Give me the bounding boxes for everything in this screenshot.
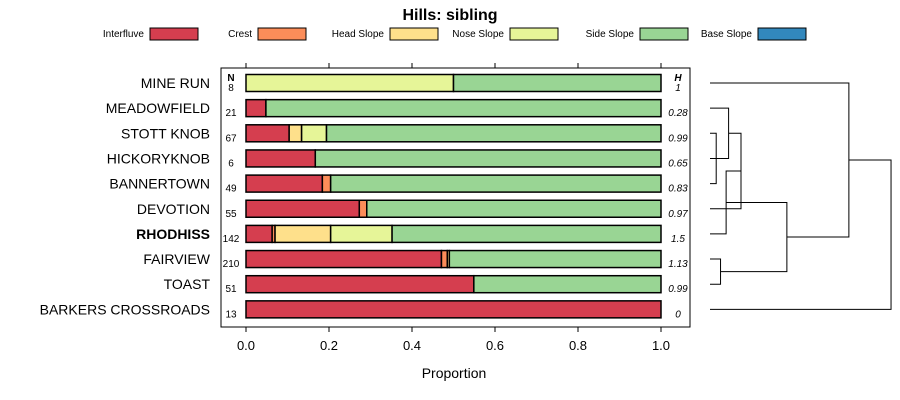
bar-0-side-slope	[452, 73, 662, 93]
category-label-3: HICKORYKNOB	[107, 150, 210, 166]
legend-label-2: Head Slope	[332, 29, 385, 40]
bar-5-side-slope	[366, 199, 662, 218]
category-label-5: DEVOTION	[137, 201, 210, 217]
bar-8-side-slope	[473, 274, 662, 294]
legend-swatch-0	[149, 27, 199, 41]
dendrogram-link-8	[710, 159, 892, 310]
n-value-7: 210	[223, 259, 240, 270]
h-header: H	[674, 73, 682, 84]
legend-swatch-3	[509, 27, 559, 41]
bar-2-interfluve	[245, 124, 290, 143]
h-value-8: 0.99	[668, 284, 688, 295]
bar-2-nose-slope	[300, 124, 328, 143]
legend-swatch-5	[757, 27, 807, 41]
x-tick-label-4: 0.8	[569, 338, 587, 353]
bar-5-interfluve	[245, 199, 361, 218]
h-value-0: 1	[675, 83, 681, 94]
category-label-9: BARKERS CROSSROADS	[40, 301, 210, 317]
plot-frame	[220, 67, 691, 328]
h-value-2: 0.99	[668, 133, 688, 144]
x-tick-label-2: 0.4	[403, 338, 421, 353]
legend-label-5: Base Slope	[701, 29, 753, 40]
bar-4-interfluve	[245, 174, 324, 193]
h-value-3: 0.65	[668, 158, 688, 169]
bar-1-side-slope	[265, 98, 662, 118]
bar-4-crest	[321, 174, 332, 193]
bar-3-interfluve	[245, 149, 317, 168]
legend-swatch-2	[389, 27, 439, 41]
h-value-4: 0.83	[668, 184, 688, 195]
legend: Interfluve Crest Head Slope Nose Slope Side …	[103, 27, 807, 41]
bar-1-interfluve	[245, 98, 267, 118]
n-value-1: 21	[225, 108, 237, 119]
bar-2-head-slope	[288, 124, 303, 143]
category-label-6: RHODHISS	[136, 226, 210, 242]
x-tick-label-0: 0.0	[237, 338, 255, 353]
legend-label-0: Interfluve	[103, 29, 145, 40]
bar-8-interfluve	[245, 274, 475, 294]
n-value-2: 67	[225, 133, 237, 144]
bar-2-side-slope	[325, 124, 662, 143]
category-label-7: FAIRVIEW	[143, 251, 210, 267]
legend-label-4: Side Slope	[586, 29, 635, 40]
h-value-9: 0	[675, 309, 681, 320]
h-value-6: 1.5	[671, 234, 685, 245]
x-tick-label-3: 0.6	[486, 338, 504, 353]
legend-swatch-4	[639, 27, 689, 41]
dendrogram-link-6	[720, 201, 788, 273]
bar-0-nose-slope	[245, 73, 455, 93]
dendrogram-link-3	[710, 258, 722, 285]
category-label-1: MEADOWFIELD	[106, 100, 210, 116]
bar-7-crest	[440, 249, 449, 269]
x-tick-label-1: 0.2	[320, 338, 338, 353]
category-label-8: TOAST	[164, 276, 211, 292]
n-value-8: 51	[225, 284, 237, 295]
n-value-9: 13	[225, 309, 237, 320]
x-axis-label: Proportion	[422, 365, 487, 381]
bar-5-crest	[358, 199, 368, 218]
bar-9-interfluve	[245, 300, 662, 319]
bar-7-interfluve	[245, 249, 443, 269]
category-label-0: MINE RUN	[141, 75, 210, 91]
n-value-6: 142	[223, 234, 240, 245]
bar-6-nose-slope	[329, 224, 393, 244]
category-label-2: STOTT KNOB	[121, 125, 210, 141]
category-label-4: BANNERTOWN	[109, 176, 210, 192]
bar-4-side-slope	[329, 174, 662, 193]
n-value-5: 55	[225, 209, 237, 220]
h-value-1: 0.28	[668, 108, 688, 119]
bar-6-interfluve	[245, 224, 273, 244]
n-value-4: 49	[225, 184, 237, 195]
bar-6-head-slope	[274, 224, 332, 244]
bar-7-side-slope	[448, 249, 662, 269]
n-header: N	[227, 73, 234, 84]
chart-title: Hills: sibling	[402, 7, 497, 24]
dendrogram-link-7	[710, 82, 850, 238]
h-value-5: 0.97	[668, 209, 688, 220]
bar-6-side-slope	[391, 224, 662, 244]
dendrogram	[710, 82, 892, 310]
plot-area: 0.0 0.2 0.4 0.6 0.8 1.0 N H MINE RUN 8 1 MEADOWFIEL…	[40, 63, 691, 353]
n-value-3: 6	[228, 158, 234, 169]
n-value-0: 8	[228, 83, 234, 94]
x-tick-label-5: 1.0	[652, 338, 670, 353]
h-value-7: 1.13	[668, 259, 688, 270]
legend-swatch-1	[257, 27, 307, 41]
bar-3-side-slope	[314, 149, 662, 168]
legend-label-3: Nose Slope	[452, 29, 504, 40]
legend-label-1: Crest	[228, 29, 252, 40]
